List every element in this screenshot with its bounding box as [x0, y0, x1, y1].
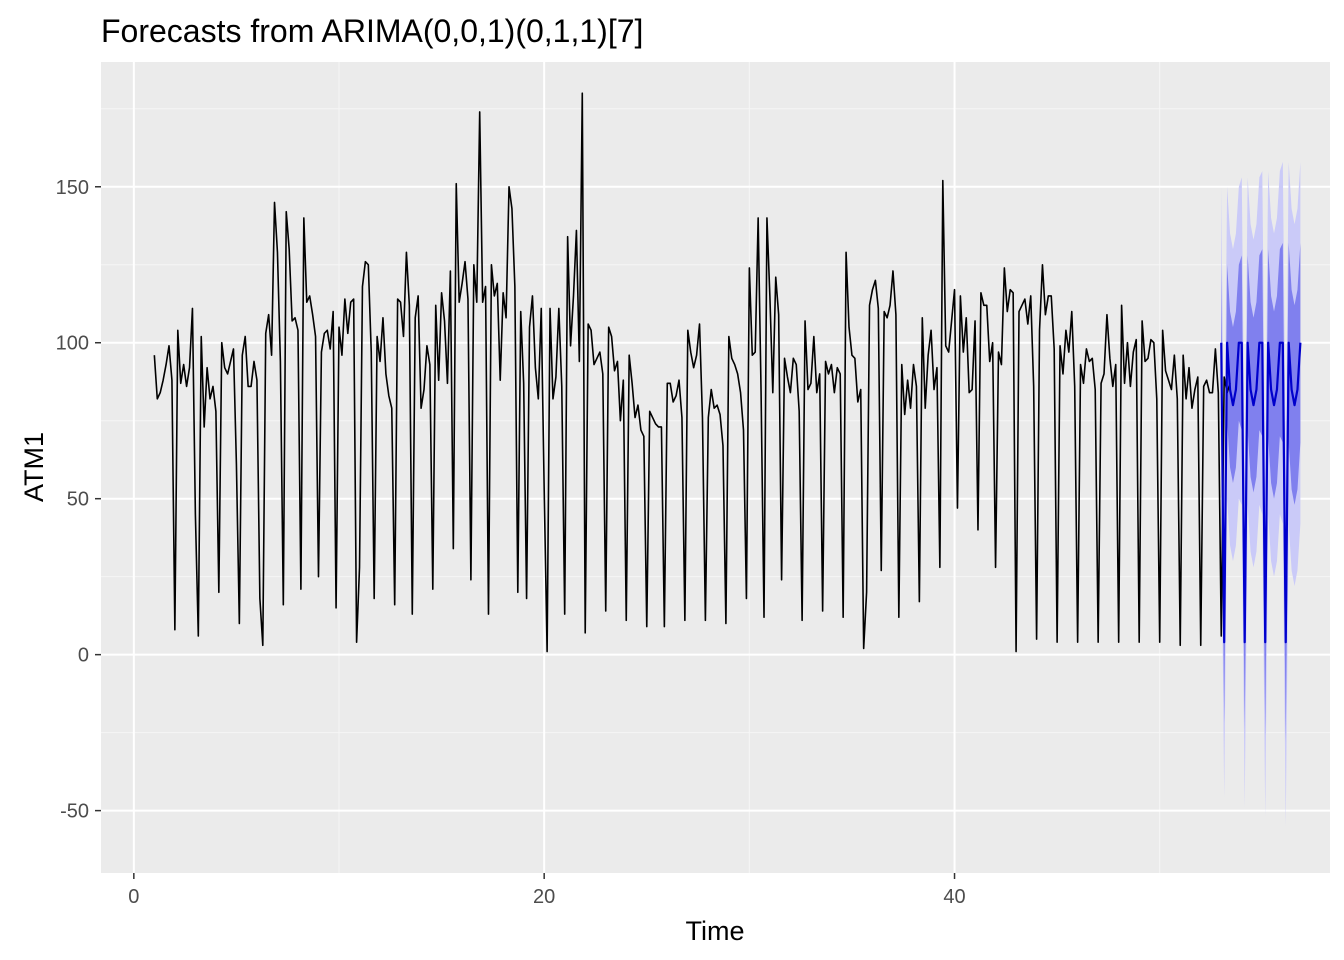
y-tick-label: -50: [60, 801, 89, 823]
y-tick-label: 0: [78, 645, 89, 667]
chart-title: Forecasts from ARIMA(0,0,1)(0,1,1)[7]: [101, 13, 643, 49]
observed-series-line: [153, 92, 1231, 653]
x-axis-title: Time: [686, 916, 745, 946]
x-tick-label: 40: [943, 886, 965, 908]
y-tick-label: 50: [67, 489, 89, 511]
plot-panel: [101, 62, 1330, 873]
forecast-series-line: [1220, 341, 1302, 644]
y-axis: -50 0 50 100 150: [56, 177, 101, 823]
y-tick-label: 100: [56, 333, 89, 355]
x-tick-label: 0: [128, 886, 139, 908]
x-axis: 0 20 40: [128, 873, 966, 908]
y-tick-label: 150: [56, 177, 89, 199]
major-grid: [101, 62, 1330, 873]
y-axis-title: ATM1: [19, 432, 49, 502]
series-lines: [153, 92, 1302, 653]
x-tick-label: 20: [533, 886, 555, 908]
